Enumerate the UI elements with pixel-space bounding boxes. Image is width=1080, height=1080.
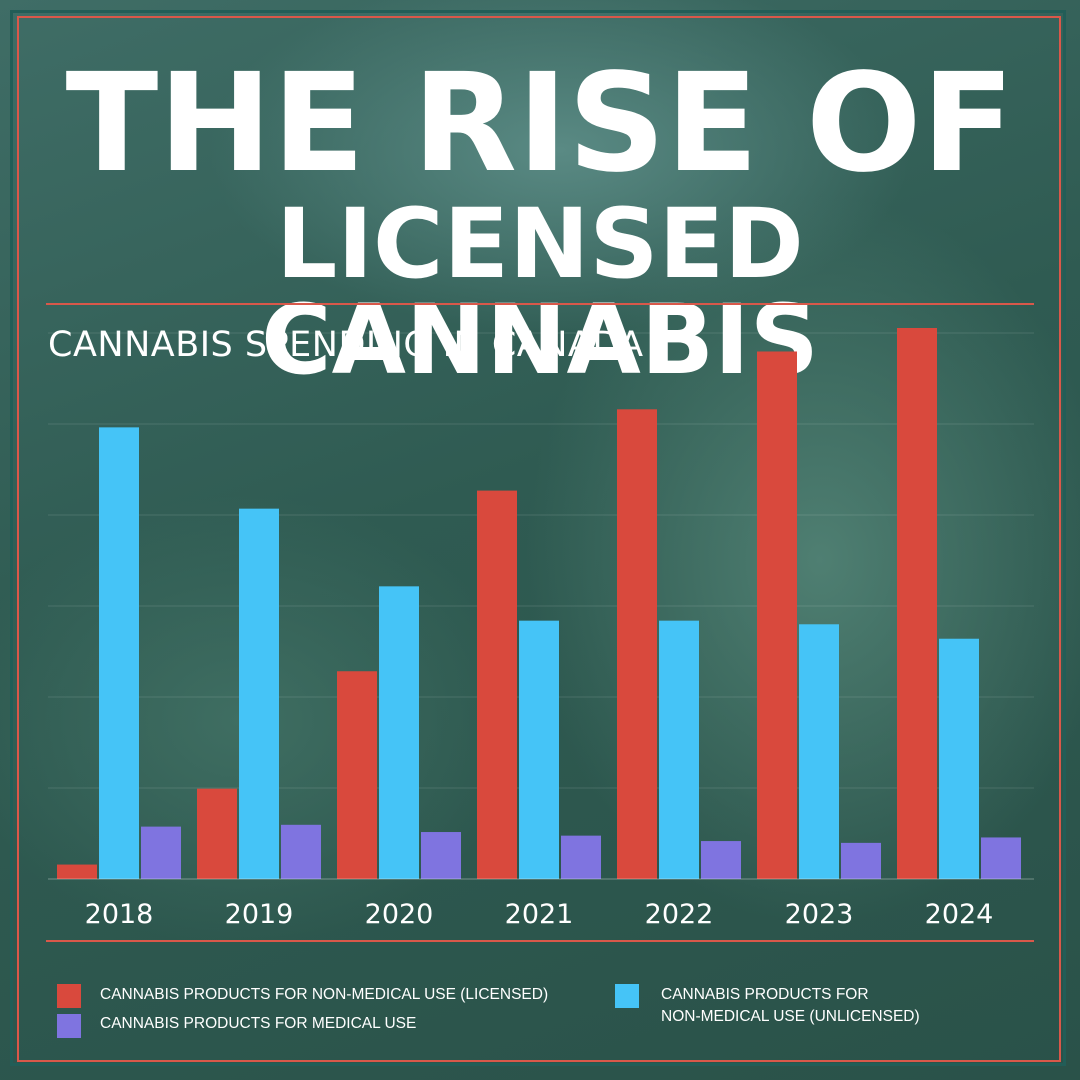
legend-swatch-medical: [57, 1014, 81, 1038]
bar-unlicensed-2021: [519, 620, 559, 879]
inner-frame: [17, 16, 1061, 1062]
x-tick-label-2020: 2020: [365, 899, 434, 930]
legend-swatch-licensed: [57, 984, 81, 1008]
title-divider: [46, 303, 1034, 305]
title-line-1: THE RISE OF: [65, 45, 1015, 203]
legend-swatch-unlicensed: [615, 984, 639, 1008]
x-tick-label-2018: 2018: [85, 899, 154, 930]
bar-unlicensed-2022: [659, 620, 699, 879]
x-tick-label-2022: 2022: [645, 899, 714, 930]
bar-unlicensed-2019: [239, 508, 279, 879]
bar-medical-2022: [701, 841, 741, 879]
bar-licensed-2020: [337, 671, 377, 879]
bar-licensed-2024: [897, 328, 937, 879]
bar-licensed-2022: [617, 409, 657, 879]
bar-medical-2023: [841, 842, 881, 879]
bar-licensed-2018: [57, 864, 97, 879]
x-tick-label-2023: 2023: [785, 899, 854, 930]
outer-frame: [10, 10, 1066, 1066]
bar-unlicensed-2023: [799, 624, 839, 879]
legend-label-licensed: CANNABIS PRODUCTS FOR NON-MEDICAL USE (L…: [100, 986, 549, 1003]
bar-unlicensed-2024: [939, 638, 979, 879]
bar-medical-2024: [981, 837, 1021, 879]
bars: [57, 328, 1021, 880]
bar-licensed-2023: [757, 351, 797, 880]
x-tick-label-2019: 2019: [225, 899, 294, 930]
bar-licensed-2019: [197, 788, 237, 879]
chart-title: CANNABIS SPENDING IN CANADA: [48, 325, 644, 365]
bar-unlicensed-2020: [379, 586, 419, 879]
x-tick-label-2024: 2024: [925, 899, 994, 930]
bar-medical-2018: [141, 826, 181, 879]
x-tick-label-2021: 2021: [505, 899, 574, 930]
legend-label-medical: CANNABIS PRODUCTS FOR MEDICAL USE: [100, 1015, 417, 1032]
legend-label-unlicensed-line1: CANNABIS PRODUCTS FOR: [661, 986, 869, 1003]
x-tick-labels: 2018 2019 2020 2021 2022 2023 2024: [85, 899, 994, 930]
legend-label-unlicensed-line2: NON-MEDICAL USE (UNLICENSED): [661, 1008, 920, 1025]
title-line-2: LICENSED CANNABIS: [261, 188, 819, 396]
legend-divider: [46, 940, 1034, 942]
bar-medical-2021: [561, 835, 601, 879]
bar-unlicensed-2018: [99, 427, 139, 879]
bar-medical-2020: [421, 832, 461, 879]
bar-licensed-2021: [477, 490, 517, 879]
bar-medical-2019: [281, 824, 321, 879]
